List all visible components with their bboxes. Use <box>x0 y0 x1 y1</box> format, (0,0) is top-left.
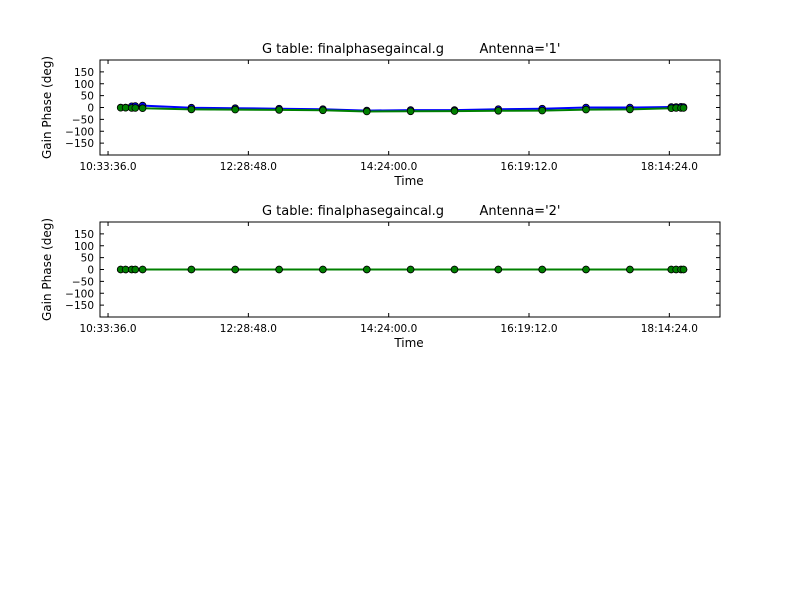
data-point-s1-19 <box>679 265 688 274</box>
y-tick-label: 150 <box>74 229 94 241</box>
y-axis-label: Gain Phase (deg) <box>40 56 54 159</box>
data-point-s1-4 <box>138 104 147 112</box>
data-point-s1-6 <box>231 265 240 274</box>
y-tick-label: −150 <box>65 138 94 150</box>
chart-title-antenna: Antenna='1' <box>480 42 561 57</box>
y-tick-label: 50 <box>81 91 94 103</box>
y-tick-label: 100 <box>74 241 94 253</box>
subplot-antenna-2: G table: finalphasegaincal.g Antenna='2' −… <box>40 204 721 350</box>
y-tick-label: 0 <box>87 103 94 115</box>
data-point-s1-9 <box>362 107 371 116</box>
y-tick-label: 100 <box>74 79 94 91</box>
data-point-s1-15 <box>626 265 634 274</box>
data-point-s1-12 <box>494 265 503 274</box>
data-point-s1-8 <box>319 265 327 274</box>
data-point-s1-13 <box>538 265 546 274</box>
data-point-s1-7 <box>275 106 283 114</box>
y-tick-label: 0 <box>87 265 94 277</box>
data-point-s1-15 <box>626 105 634 114</box>
y-tick-label: 50 <box>81 253 94 265</box>
data-point-s1-5 <box>187 265 196 274</box>
data-point-s1-9 <box>362 265 371 274</box>
data-point-s1-12 <box>494 107 503 115</box>
x-tick-label: 18:14:24.0 <box>641 161 698 173</box>
chart-title-table: G table: finalphasegaincal.g <box>262 42 444 57</box>
data-point-s1-19 <box>679 104 688 112</box>
data-point-s1-11 <box>450 107 459 115</box>
data-point-s1-4 <box>138 265 147 274</box>
subplot-antenna-1: G table: finalphasegaincal.g Antenna='1' −… <box>40 42 721 188</box>
x-tick-label: 10:33:36.0 <box>79 323 136 335</box>
data-point-s1-7 <box>275 265 283 274</box>
data-point-s1-14 <box>582 265 590 274</box>
data-point-s1-3 <box>131 104 140 112</box>
y-tick-label: −50 <box>72 276 94 288</box>
chart-title-table: G table: finalphasegaincal.g <box>262 204 444 219</box>
x-tick-label: 16:19:12.0 <box>500 323 557 335</box>
y-tick-label: −150 <box>65 300 94 312</box>
data-point-s1-3 <box>131 265 140 274</box>
x-tick-label: 12:28:48.0 <box>220 323 277 335</box>
data-point-s1-6 <box>231 105 240 114</box>
y-tick-label: −50 <box>72 114 94 126</box>
data-point-s1-11 <box>450 265 459 274</box>
y-tick-label: −100 <box>65 288 94 300</box>
x-tick-label: 12:28:48.0 <box>220 161 277 173</box>
data-point-s1-14 <box>582 105 590 114</box>
data-point-s1-5 <box>187 105 196 114</box>
y-tick-label: 150 <box>74 67 94 79</box>
x-axis-label: Time <box>393 336 423 350</box>
data-point-s1-10 <box>406 107 415 116</box>
x-tick-label: 16:19:12.0 <box>500 161 557 173</box>
y-axis-label: Gain Phase (deg) <box>40 218 54 321</box>
x-tick-label: 18:14:24.0 <box>641 323 698 335</box>
x-tick-label: 14:24:00.0 <box>360 161 417 173</box>
data-point-s1-10 <box>406 265 415 274</box>
data-point-s1-8 <box>319 106 327 115</box>
chart-title-antenna: Antenna='2' <box>480 204 561 219</box>
x-tick-label: 10:33:36.0 <box>79 161 136 173</box>
data-point-s1-13 <box>538 106 546 115</box>
y-tick-label: −100 <box>65 126 94 138</box>
x-tick-label: 14:24:00.0 <box>360 323 417 335</box>
x-axis-label: Time <box>393 174 423 188</box>
